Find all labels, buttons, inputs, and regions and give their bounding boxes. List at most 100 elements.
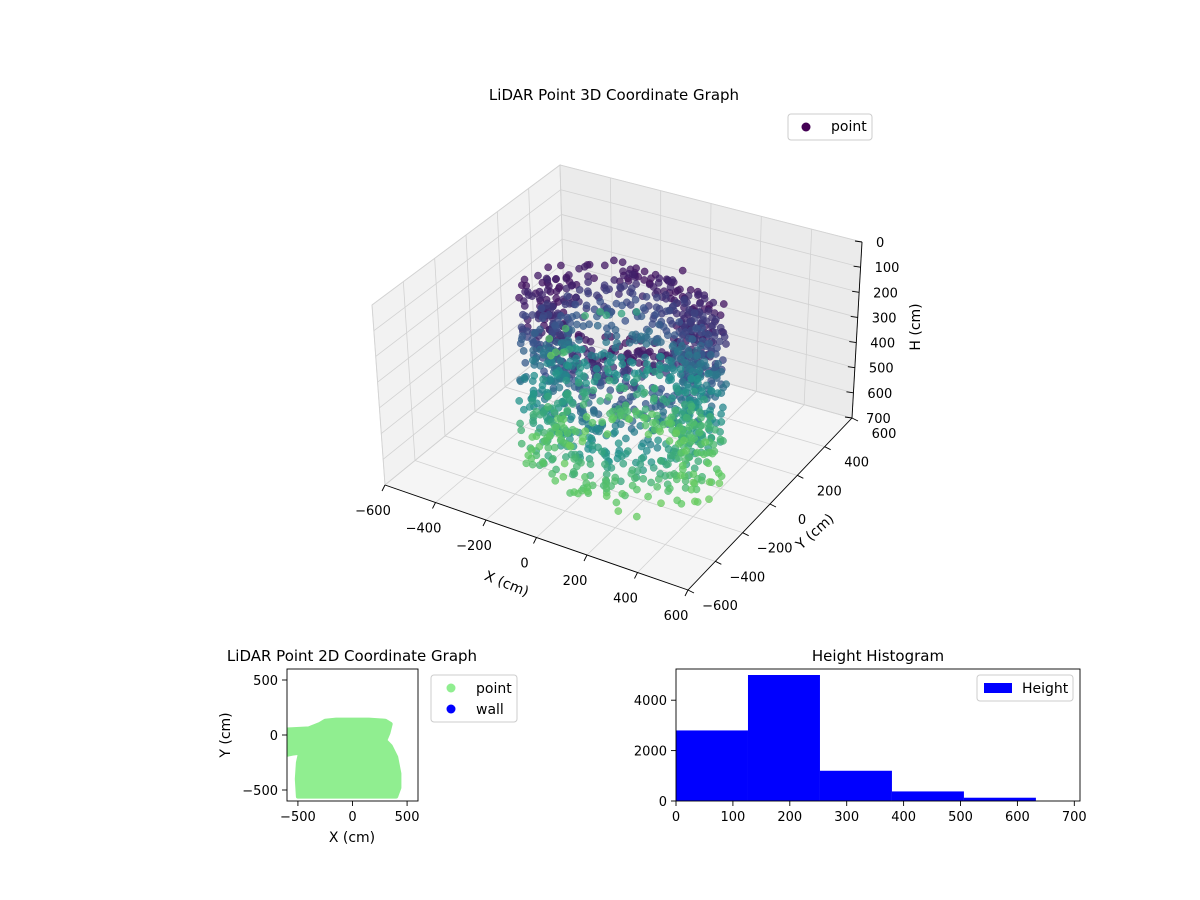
point-marker xyxy=(575,286,584,294)
point-marker xyxy=(646,347,654,356)
z-tick-mark xyxy=(852,290,860,293)
point-marker xyxy=(707,386,716,395)
point-marker xyxy=(619,459,628,468)
point-marker xyxy=(719,403,727,412)
y-tick-label: 200 xyxy=(817,484,842,499)
y-tick-label: 4000 xyxy=(634,694,667,709)
point-marker xyxy=(682,446,690,455)
point-marker xyxy=(670,331,679,339)
z-tick-mark xyxy=(850,315,858,318)
point-marker xyxy=(557,339,566,347)
point-marker xyxy=(582,379,590,388)
point-marker xyxy=(613,339,621,347)
point-marker xyxy=(596,297,605,306)
point-marker xyxy=(652,303,661,312)
point-marker xyxy=(605,393,613,401)
point-marker xyxy=(619,367,628,376)
grid-line xyxy=(755,216,762,392)
point-marker xyxy=(529,346,538,355)
x-tick-label: 500 xyxy=(948,810,973,825)
point-marker xyxy=(589,386,598,395)
point-marker xyxy=(665,437,674,445)
point-marker xyxy=(520,275,529,284)
point-marker xyxy=(603,430,612,438)
point-marker xyxy=(688,335,697,344)
point-marker xyxy=(651,367,659,376)
point-marker xyxy=(562,284,571,293)
point-marker xyxy=(610,276,619,284)
point-marker xyxy=(667,375,675,384)
point-marker xyxy=(616,408,625,416)
point-marker xyxy=(664,331,672,340)
point-marker xyxy=(668,342,677,351)
z-tick-mark xyxy=(849,341,857,344)
point-marker xyxy=(519,347,528,355)
point-marker xyxy=(554,399,562,408)
point-marker xyxy=(593,291,601,300)
z-tick-mark xyxy=(847,366,855,369)
point-marker xyxy=(612,498,621,507)
point-marker xyxy=(586,337,595,346)
point-marker xyxy=(672,429,681,438)
point-marker xyxy=(618,258,627,267)
point-marker xyxy=(678,461,687,470)
point-marker xyxy=(650,394,658,403)
point-marker xyxy=(631,407,640,416)
point-marker xyxy=(654,436,662,445)
point-marker xyxy=(643,360,651,368)
z-tick-label: 600 xyxy=(867,387,892,402)
point-marker xyxy=(621,401,630,410)
point-marker xyxy=(552,294,561,303)
x-tick-label: 200 xyxy=(563,574,588,589)
point-marker xyxy=(601,460,609,469)
point-marker xyxy=(540,367,548,376)
point-marker xyxy=(544,311,553,319)
point-marker xyxy=(628,358,637,367)
point-marker xyxy=(571,344,580,352)
z-tick-label: 100 xyxy=(875,261,900,276)
x-tick-label: −400 xyxy=(406,522,442,537)
point-marker xyxy=(551,476,560,485)
point-marker xyxy=(549,454,557,463)
point-marker xyxy=(598,418,606,426)
point-marker xyxy=(640,413,648,422)
point-marker xyxy=(657,499,665,508)
point-marker xyxy=(628,331,637,339)
point-marker xyxy=(603,365,612,374)
point-marker xyxy=(628,284,636,293)
point-marker xyxy=(611,326,620,334)
point-marker xyxy=(704,307,713,315)
x-tick-label: 0 xyxy=(348,810,356,825)
point-marker xyxy=(520,373,529,382)
point-marker xyxy=(625,338,634,347)
point-marker xyxy=(650,384,659,393)
point-marker xyxy=(605,351,614,360)
histogram-bar xyxy=(747,675,820,801)
z-tick-label: 700 xyxy=(866,412,891,427)
point-marker xyxy=(544,392,552,401)
point-marker xyxy=(668,276,677,284)
point-marker xyxy=(655,475,663,483)
point-marker xyxy=(641,421,650,430)
plot3d-legend-marker xyxy=(801,122,811,132)
histogram-bar xyxy=(676,730,748,801)
point-marker xyxy=(673,347,682,356)
point-marker xyxy=(680,436,688,445)
point-marker xyxy=(681,358,689,367)
x-tick-label: 700 xyxy=(1062,810,1087,825)
point-marker xyxy=(524,288,532,296)
point-marker xyxy=(701,438,710,447)
plot3d-zlabel: H (cm) xyxy=(908,303,924,350)
point-marker xyxy=(578,345,586,354)
point-marker xyxy=(693,448,702,457)
z-tick-label: 0 xyxy=(876,236,884,251)
point-marker xyxy=(697,421,706,430)
grid-line xyxy=(377,238,563,383)
point-marker xyxy=(690,387,699,396)
plot2d: LiDAR Point 2D Coordinate Graph −500 0 500… xyxy=(218,647,518,846)
point-marker xyxy=(547,351,555,360)
y-tick-mark xyxy=(687,589,695,594)
x-tick-mark xyxy=(583,554,588,562)
point-marker xyxy=(620,384,629,393)
y-tick-label: 0 xyxy=(270,729,278,744)
